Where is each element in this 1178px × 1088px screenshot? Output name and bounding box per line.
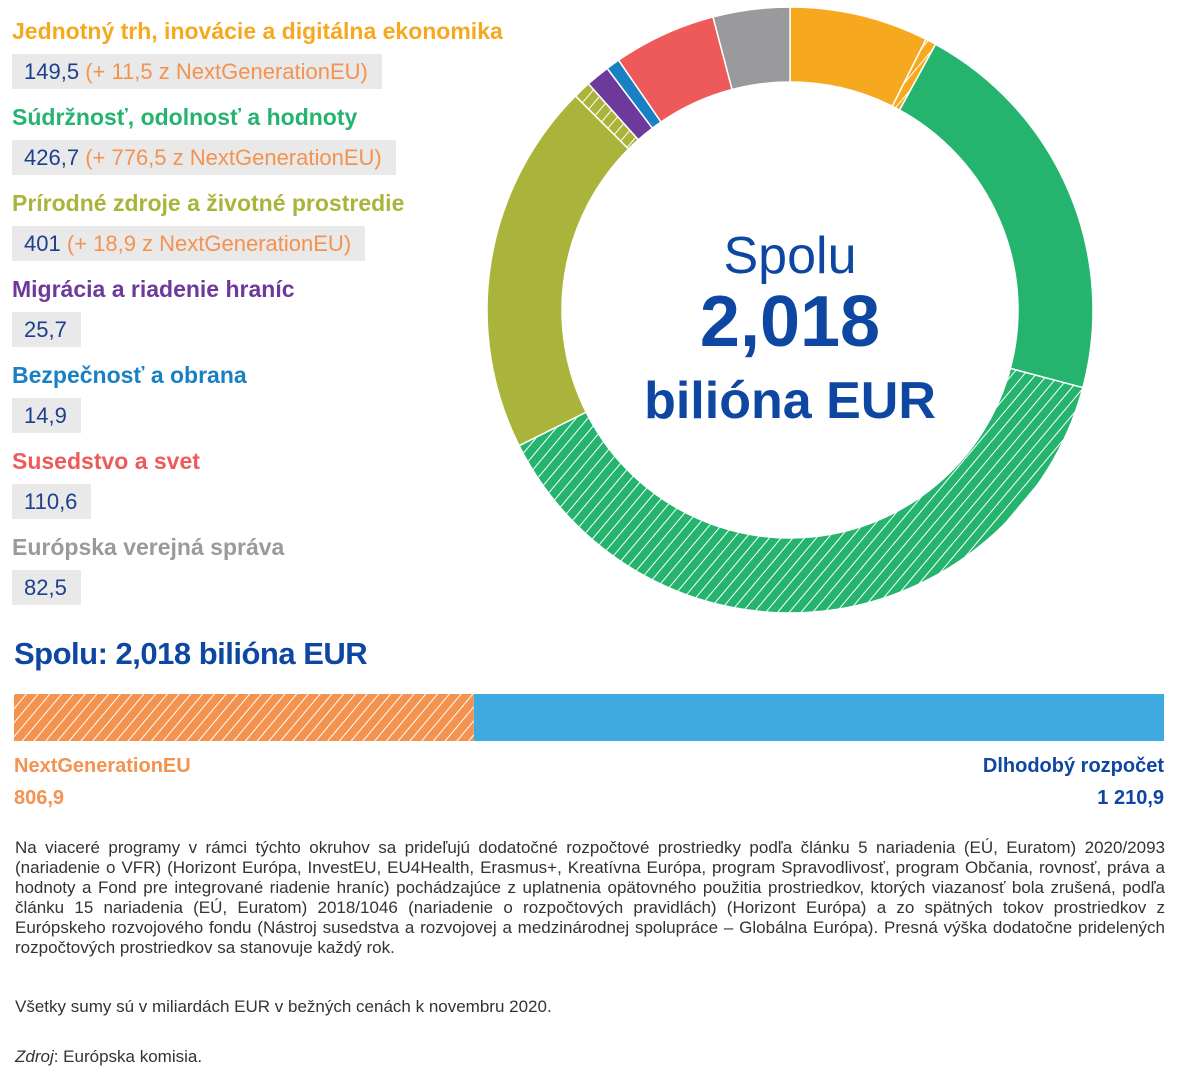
legend-value-box: 82,5 (12, 570, 81, 605)
donut-slice-ngeu (518, 367, 1084, 614)
legend-value: 110,6 (24, 489, 78, 514)
legend-item: Migrácia a riadenie hraníc 25,7 (12, 272, 492, 358)
legend-value-box: 25,7 (12, 312, 81, 347)
source-label: Zdroj (15, 1047, 54, 1066)
legend-ngeu-extra: (+ 11,5 z NextGenerationEU) (85, 59, 368, 84)
mff-label: Dlhodobý rozpočet (982, 755, 1164, 777)
legend-value-box: 149,5 (+ 11,5 z NextGenerationEU) (12, 54, 382, 89)
footnote: Na viaceré programy v rámci týchto okruh… (15, 838, 1165, 957)
legend-item: Susedstvo a svet 110,6 (12, 444, 492, 530)
legend-label: Susedstvo a svet (12, 448, 200, 474)
legend-label: Jednotný trh, inovácie a digitálna ekono… (12, 18, 503, 44)
legend-item: Európska verejná správa 82,5 (12, 530, 492, 616)
legend-value: 14,9 (24, 403, 67, 428)
legend-value: 426,7 (24, 145, 80, 170)
stacked-bar (14, 694, 1164, 741)
legend-label: Prírodné zdroje a životné prostredie (12, 190, 405, 216)
donut-slice (712, 6, 791, 91)
legend-value-box: 426,7 (+ 776,5 z NextGenerationEU) (12, 140, 396, 175)
donut-center-label: Spolu (723, 227, 857, 285)
total-title: Spolu: 2,018 bilióna EUR (14, 636, 368, 671)
legend-value: 82,5 (24, 575, 67, 600)
legend-ngeu-extra: (+ 776,5 z NextGenerationEU) (85, 145, 382, 170)
legend-item: Prírodné zdroje a životné prostredie 401 … (12, 186, 492, 272)
mff-value: 1 210,9 (1097, 787, 1164, 809)
source-note: Zdroj: Európska komisia. (15, 1047, 1165, 1067)
legend-value: 149,5 (24, 59, 80, 84)
legend-label: Bezpečnosť a obrana (12, 362, 247, 388)
donut-center-unit: bilióna EUR (644, 372, 936, 430)
source-text: : Európska komisia. (53, 1047, 203, 1066)
donut-center-total: 2,018 (699, 282, 881, 362)
legend-value-box: 110,6 (12, 484, 92, 519)
legend-label: Migrácia a riadenie hraníc (12, 276, 295, 302)
units-note: Všetky sumy sú v miliardách EUR v bežnýc… (15, 997, 552, 1016)
legend-item: Súdržnosť, odolnosť a hodnoty 426,7 (+ 77… (12, 100, 492, 186)
legend-value: 25,7 (24, 317, 67, 342)
legend-item: Bezpečnosť a obrana 14,9 (12, 358, 492, 444)
legend: Jednotný trh, inovácie a digitálna ekono… (12, 14, 503, 616)
legend-value: 401 (24, 231, 61, 256)
bar-mff (473, 694, 1164, 741)
legend-label: Súdržnosť, odolnosť a hodnoty (12, 104, 358, 130)
bar-ngeu (14, 694, 474, 741)
legend-item: Jednotný trh, inovácie a digitálna ekono… (12, 14, 503, 100)
ngeu-value: 806,9 (14, 787, 65, 809)
legend-value-box: 401 (+ 18,9 z NextGenerationEU) (12, 226, 366, 261)
donut-chart (486, 6, 1094, 614)
legend-value-box: 14,9 (12, 398, 81, 433)
legend-label: Európska verejná správa (12, 534, 285, 560)
ngeu-label: NextGenerationEU (14, 755, 191, 777)
legend-ngeu-extra: (+ 18,9 z NextGenerationEU) (66, 231, 352, 256)
